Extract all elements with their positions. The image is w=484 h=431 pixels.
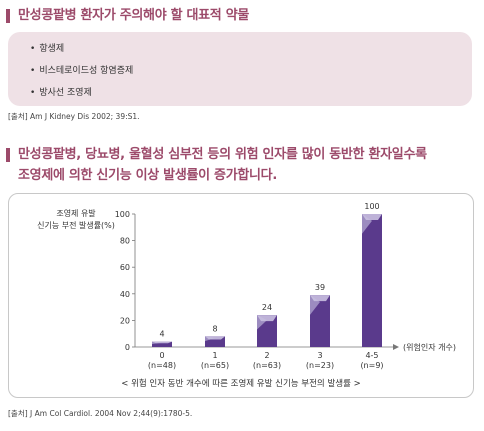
bar-top	[152, 341, 172, 344]
chart-caption: < 위험 인자 동반 개수에 따른 조영제 유발 신기능 부전의 발생률 >	[121, 379, 361, 389]
x-tick-sublabel: (n=63)	[253, 361, 281, 370]
section-heading-drugs: 만성콩팥병 환자가 주의해야 할 대표적 약물	[6, 8, 249, 26]
x-tick-sublabel: (n=9)	[360, 361, 383, 370]
y-tick-label: 0	[125, 343, 130, 352]
x-tick-sublabel: (n=48)	[148, 361, 176, 370]
x-tick-label: 3	[317, 351, 322, 360]
drug-item: 비스테로이드성 항염증제	[30, 60, 472, 82]
bar-top	[205, 336, 225, 340]
drug-list: 항생제 비스테로이드성 항염증제 방사선 조영제	[8, 32, 472, 104]
source-citation: [출처] Am J Kidney Dis 2002; 39:S1.	[8, 112, 140, 121]
bar	[205, 336, 225, 347]
y-tick-label: 20	[120, 316, 130, 325]
bar-facet	[310, 295, 320, 315]
x-tick-sublabel: (n=65)	[201, 361, 229, 370]
x-axis-arrow	[393, 344, 399, 350]
y-axis-label-line1: 조영제 유발	[56, 209, 96, 218]
heading-marker	[6, 9, 10, 23]
bar-top	[362, 214, 382, 220]
data-label: 100	[364, 202, 379, 211]
bar-top	[310, 295, 330, 302]
x-tick-label: 2	[264, 351, 269, 360]
data-label: 24	[262, 303, 272, 312]
y-tick-label: 40	[120, 290, 130, 299]
bar	[362, 214, 382, 347]
y-tick-label: 100	[115, 210, 130, 219]
chart-box: 조영제 유발 신기능 부전 발생률(%) 0 20 40 60 80 100 (위험인자 개…	[8, 193, 474, 398]
y-axis-label-line2: 신기능 부전 발생률(%)	[37, 221, 115, 230]
data-label: 39	[315, 283, 325, 292]
bar-top	[257, 315, 277, 322]
bar	[152, 341, 172, 347]
x-tick-label: 0	[159, 351, 164, 360]
bar-facet	[362, 214, 372, 234]
source-citation: [출처] J Am Col Cardiol. 2004 Nov 2;44(9):…	[8, 409, 193, 418]
x-tick-label: 1	[212, 351, 217, 360]
heading-text-line2: 조영제에 의한 신기능 이상 발생률이 증가합니다.	[18, 168, 277, 183]
heading-marker	[6, 148, 10, 162]
y-tick-label: 60	[120, 263, 130, 272]
data-label: 4	[159, 330, 164, 339]
y-tick-label: 80	[120, 237, 130, 246]
x-axis-label: (위험인자 개수)	[403, 342, 456, 352]
drug-item: 방사선 조영제	[30, 82, 472, 104]
heading-text: 만성콩팥병 환자가 주의해야 할 대표적 약물	[18, 8, 250, 23]
x-tick-sublabel: (n=23)	[306, 361, 334, 370]
section-heading-risk: 만성콩팥병, 당뇨병, 울혈성 심부전 등의 위험 인자를 많이 동반한 환자일…	[6, 147, 427, 186]
x-tick-label: 4-5	[365, 351, 378, 360]
y-axis-label: 조영제 유발 신기능 부전 발생률(%)	[31, 208, 121, 232]
drug-list-box: 항생제 비스테로이드성 항염증제 방사선 조영제	[8, 32, 472, 106]
heading-text-line1: 만성콩팥병, 당뇨병, 울혈성 심부전 등의 위험 인자를 많이 동반한 환자일…	[18, 147, 427, 162]
data-label: 8	[212, 324, 217, 333]
drug-item: 항생제	[30, 38, 472, 60]
